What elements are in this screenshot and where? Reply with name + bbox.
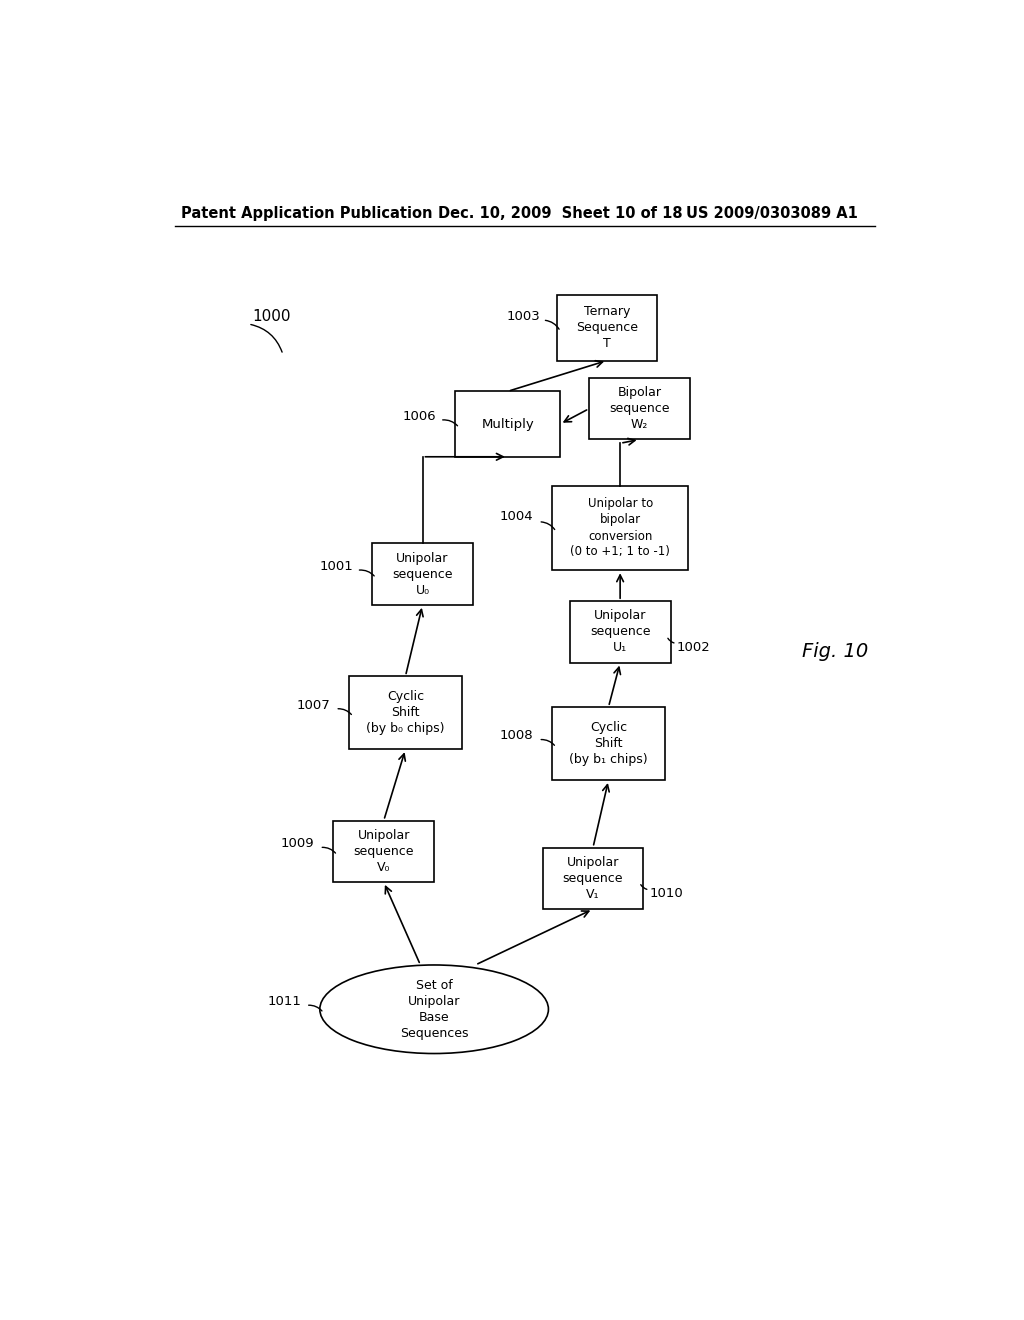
Ellipse shape [319,965,549,1053]
Text: 1004: 1004 [500,510,534,523]
Text: Cyclic
Shift
(by b₁ chips): Cyclic Shift (by b₁ chips) [569,721,648,766]
Text: 1009: 1009 [281,837,314,850]
Text: 1007: 1007 [297,698,331,711]
Text: Unipolar
sequence
V₁: Unipolar sequence V₁ [563,855,624,900]
Bar [334,821,434,882]
Bar [557,296,657,360]
Text: Unipolar
sequence
U₁: Unipolar sequence U₁ [590,610,650,655]
Text: 1006: 1006 [402,409,436,422]
Text: Multiply: Multiply [481,417,535,430]
Bar [349,676,462,750]
Text: Dec. 10, 2009  Sheet 10 of 18: Dec. 10, 2009 Sheet 10 of 18 [438,206,683,222]
Text: Bipolar
sequence
W₂: Bipolar sequence W₂ [609,387,670,432]
Text: Cyclic
Shift
(by b₀ chips): Cyclic Shift (by b₀ chips) [367,690,444,735]
Text: 1003: 1003 [506,310,540,323]
Text: 1011: 1011 [267,995,301,1008]
Text: Unipolar
sequence
U₀: Unipolar sequence U₀ [392,552,453,597]
Bar [456,391,560,457]
Bar [569,601,671,663]
Bar [552,708,665,780]
Text: Fig. 10: Fig. 10 [802,642,868,661]
Text: 1010: 1010 [649,887,683,900]
Bar [552,486,688,570]
Text: 1008: 1008 [500,730,534,742]
Bar [589,378,690,440]
Text: Unipolar to
bipolar
conversion
(0 to +1; 1 to -1): Unipolar to bipolar conversion (0 to +1;… [570,498,670,558]
Text: 1001: 1001 [319,560,353,573]
Text: Ternary
Sequence
T: Ternary Sequence T [575,305,638,350]
Text: US 2009/0303089 A1: US 2009/0303089 A1 [686,206,858,222]
Text: 1000: 1000 [252,309,291,323]
Bar [372,544,473,605]
Text: Unipolar
sequence
V₀: Unipolar sequence V₀ [353,829,414,874]
Text: 1002: 1002 [677,640,711,653]
Text: Patent Application Publication: Patent Application Publication [180,206,432,222]
Text: Set of
Unipolar
Base
Sequences: Set of Unipolar Base Sequences [400,978,468,1040]
Bar [543,847,643,909]
